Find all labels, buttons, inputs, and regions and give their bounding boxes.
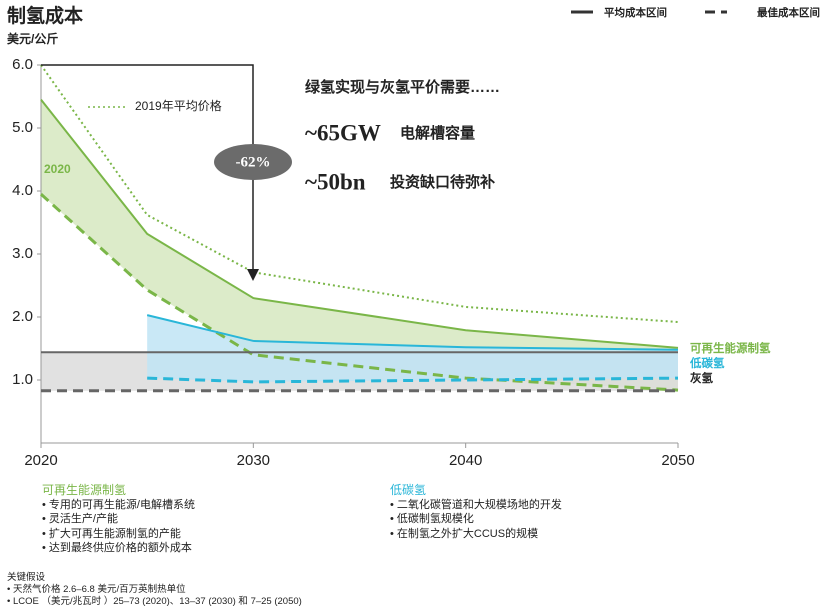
note-item: • 天然气价格 2.6–6.8 美元/百万英制热单位	[7, 584, 186, 595]
series-label: 可再生能源制氢	[690, 341, 771, 355]
headline: 绿氢实现与灰氢平价需要……	[305, 78, 500, 96]
y-tick-label: 6.0	[12, 56, 33, 73]
x-tick-label: 2020	[24, 452, 57, 469]
note-item: • 专用的可再生能源/电解槽系统	[42, 498, 195, 511]
series-line	[40, 64, 679, 324]
assumptions: 关键假设 • 天然气价格 2.6–6.8 美元/百万英制热单位 • LCOE （美…	[7, 572, 302, 608]
change-arrow	[41, 64, 259, 281]
notes-title: 低碳氢	[390, 483, 427, 497]
band-fill	[147, 315, 678, 382]
change-label: -62%	[236, 154, 271, 170]
stat: ~50bn	[305, 169, 366, 194]
y-tick-label: 2.0	[12, 308, 33, 325]
chart-title: 制氢成本	[7, 4, 83, 27]
stat-text: 投资缺口待弥补	[390, 173, 495, 191]
note-item: • 扩大可再生能源制氢的产能	[42, 527, 181, 540]
change-badge	[214, 144, 292, 180]
series-line	[39, 193, 679, 392]
note-item: • LCOE （美元/兆瓦时 ）25–73 (2020)、13–37 (2030…	[7, 596, 302, 607]
series-label: 低碳氢	[689, 356, 725, 370]
series-label: 灰氢	[690, 371, 713, 385]
note-item: • 在制氢之外扩大CCUS的规模	[390, 527, 539, 540]
legend-label: 最佳成本区间	[757, 6, 820, 19]
note-item: • 低碳制氢规模化	[390, 513, 474, 525]
band-fill	[41, 99, 678, 391]
series-line	[147, 376, 679, 384]
x-tick-label: 2050	[661, 452, 694, 469]
notes-title: 可再生能源制氢	[42, 483, 127, 497]
stat-text: 电解槽容量	[400, 124, 475, 142]
notes-title: 关键假设	[7, 572, 46, 583]
y-axis-label: 美元/公斤	[7, 31, 58, 46]
lowcarbon-notes: 低碳氢 • 二氧化碳管道和大规模场地的开发 • 低碳制氢规模化 • 在制氢之外扩大C…	[390, 483, 562, 541]
reference-label: 2019年平均价格	[135, 98, 222, 113]
y-tick-label: 1.0	[12, 371, 33, 388]
stat: ~65GW	[305, 120, 381, 145]
plot: 1.0 2.0 3.0 4.0 5.0 6.0 2020 2030 2040 2050 2019年平…	[12, 56, 771, 469]
legend-label: 平均成本区间	[604, 6, 667, 19]
note-item: • 灵活生产/产能	[42, 513, 118, 525]
series-line	[40, 99, 679, 349]
series-line	[146, 314, 679, 351]
x-tick-label: 2040	[449, 452, 482, 469]
year-label: 2020	[44, 162, 71, 176]
y-tick-label: 3.0	[12, 245, 33, 262]
note-item: • 二氧化碳管道和大规模场地的开发	[390, 498, 562, 511]
y-tick-label: 5.0	[12, 119, 33, 136]
x-tick-label: 2030	[237, 452, 270, 469]
y-tick-label: 4.0	[12, 182, 33, 199]
renewable-notes: 可再生能源制氢 • 专用的可再生能源/电解槽系统 • 灵活生产/产能 • 扩大可再生…	[42, 483, 195, 556]
note-item: • 达到最终供应价格的额外成本	[42, 542, 192, 554]
